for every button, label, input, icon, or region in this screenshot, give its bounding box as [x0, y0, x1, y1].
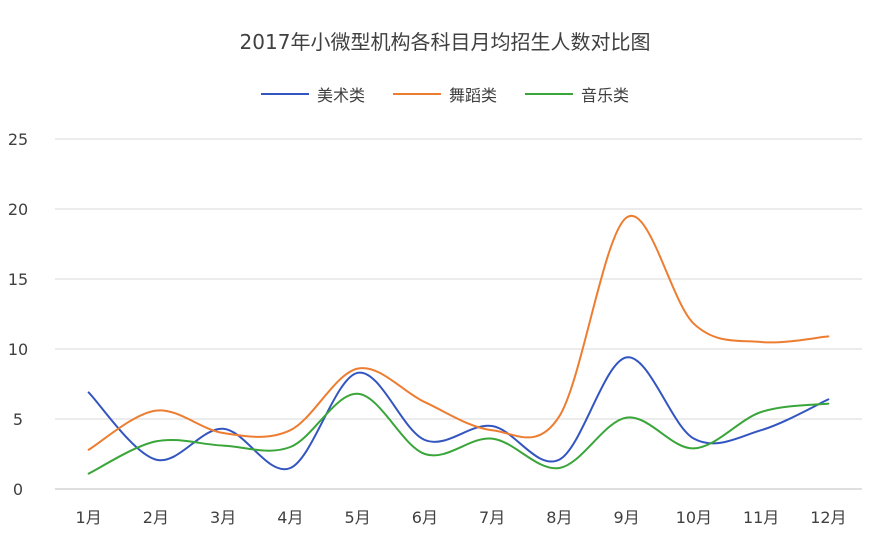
- y-tick-label: 15: [8, 270, 28, 289]
- y-tick-label: 20: [8, 200, 28, 219]
- y-tick-label: 25: [8, 130, 28, 149]
- legend-label-music: 音乐类: [581, 86, 630, 105]
- x-tick-label: 2月: [143, 508, 169, 527]
- legend-swatch-music: [525, 93, 573, 95]
- series-line-music: [87, 392, 830, 475]
- x-tick-label: 5月: [345, 508, 371, 527]
- y-tick-label: 10: [8, 340, 28, 359]
- legend-swatch-art: [260, 93, 309, 95]
- x-tick-label: 12月: [810, 508, 846, 527]
- legend: 美术类 舞蹈类 音乐类: [0, 82, 890, 106]
- legend-label-dance: 舞蹈类: [448, 86, 497, 105]
- series-line-dance: [87, 214, 830, 451]
- x-tick-label: 3月: [210, 508, 236, 527]
- y-tick-label: 0: [13, 480, 23, 499]
- legend-item-dance: 舞蹈类: [392, 82, 497, 106]
- legend-label-art: 美术类: [316, 86, 365, 105]
- legend-item-music: 音乐类: [525, 82, 629, 106]
- x-tick-label: 8月: [546, 508, 572, 527]
- x-tick-label: 9月: [614, 508, 640, 527]
- x-tick-label: 7月: [479, 508, 505, 527]
- series-line-art: [87, 356, 830, 471]
- legend-swatch-dance: [392, 93, 441, 95]
- chart-title: 2017年小微型机构各科目月均招生人数对比图: [239, 30, 651, 54]
- legend-item-art: 美术类: [260, 82, 365, 106]
- x-tick-label: 4月: [277, 508, 303, 527]
- x-tick-label: 1月: [76, 508, 102, 527]
- x-tick-label: 10月: [676, 508, 712, 527]
- y-tick-label: 5: [13, 410, 23, 429]
- x-tick-label: 11月: [743, 508, 779, 527]
- x-tick-label: 6月: [412, 508, 438, 527]
